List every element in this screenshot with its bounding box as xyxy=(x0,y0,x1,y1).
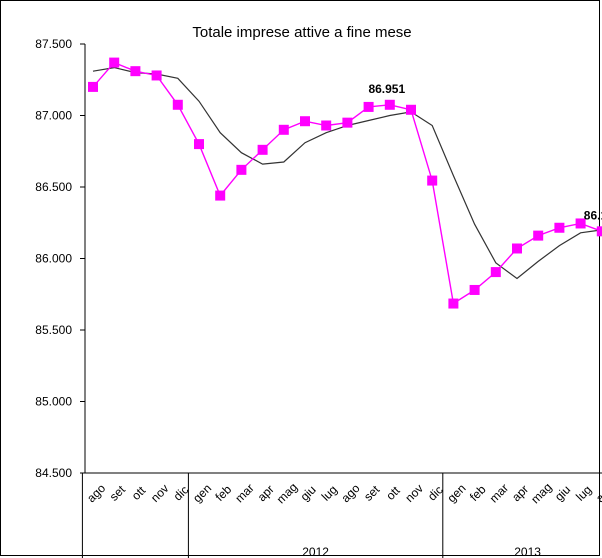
data-point xyxy=(88,81,98,92)
x-tick-label: giu xyxy=(298,483,319,504)
data-point xyxy=(215,190,226,201)
y-tick-label: 87.000 xyxy=(35,109,72,123)
data-point xyxy=(151,70,162,81)
x-tick-label: mar xyxy=(232,481,257,506)
monthly-series-line xyxy=(92,61,602,305)
x-tick-label: lug xyxy=(319,483,340,504)
data-point xyxy=(448,298,459,309)
y-tick-label: 84.500 xyxy=(35,466,72,480)
year-label: 2013 xyxy=(514,545,541,558)
x-tick-label: apr xyxy=(509,482,531,504)
data-point xyxy=(490,267,501,278)
x-tick-label: feb xyxy=(467,482,489,504)
x-tick-label: nov xyxy=(402,481,426,505)
x-tick-label: giu xyxy=(552,483,573,504)
data-point xyxy=(194,139,204,150)
data-point xyxy=(469,284,480,295)
data-point xyxy=(512,243,522,254)
series-markers xyxy=(88,57,602,309)
x-tick-label: nov xyxy=(148,481,172,505)
x-tick-label: ott xyxy=(383,483,403,503)
axes: 84.500 85.000 85.500 86.000 86.500 87.000 87.5… xyxy=(35,37,602,558)
series-lines xyxy=(92,61,602,305)
x-tick-label: mag xyxy=(274,480,300,506)
data-point xyxy=(257,144,268,155)
x-tick-label: mag xyxy=(528,480,554,506)
x-tick-label: mar xyxy=(487,481,512,506)
data-label: 86.951 xyxy=(368,82,405,96)
x-tick-label: ago xyxy=(84,481,108,505)
data-point xyxy=(533,230,544,241)
data-point xyxy=(321,120,332,131)
data-point xyxy=(300,116,310,127)
year-label: 2012 xyxy=(302,545,329,558)
data-point xyxy=(278,124,289,135)
y-tick-label: 85.500 xyxy=(35,323,72,337)
x-tick-label: set xyxy=(361,482,383,504)
data-point xyxy=(575,218,586,229)
x-tick-label: apr xyxy=(255,482,277,504)
data-point xyxy=(554,222,565,233)
y-tick-label: 87.500 xyxy=(35,37,72,51)
data-point xyxy=(363,101,374,112)
x-tick-label: gen xyxy=(190,481,214,505)
x-tick-label: set xyxy=(107,482,129,504)
y-tick-label: 86.000 xyxy=(35,252,72,266)
x-tick-label: lug xyxy=(573,483,594,504)
data-point xyxy=(384,99,395,110)
data-labels: 86.951 86.19 xyxy=(368,82,602,223)
data-point xyxy=(427,175,438,186)
chart-title: Totale imprese attive a fine mese xyxy=(192,24,411,41)
x-tick-label: ago xyxy=(593,481,602,505)
data-point xyxy=(109,57,120,68)
data-point xyxy=(130,66,141,77)
x-tick-label: ago xyxy=(339,481,363,505)
data-point xyxy=(236,164,247,175)
trend-series-line xyxy=(92,66,602,280)
x-tick-label: feb xyxy=(213,482,235,504)
y-tick-label: 86.500 xyxy=(35,180,72,194)
x-tick-label: gen xyxy=(445,481,469,505)
y-tick-label: 85.000 xyxy=(35,395,72,409)
data-point xyxy=(406,104,416,115)
data-point xyxy=(172,99,183,110)
x-tick-label: ott xyxy=(129,483,149,503)
data-point xyxy=(596,226,602,237)
data-label: 86.19 xyxy=(584,208,602,222)
data-point xyxy=(342,117,353,128)
